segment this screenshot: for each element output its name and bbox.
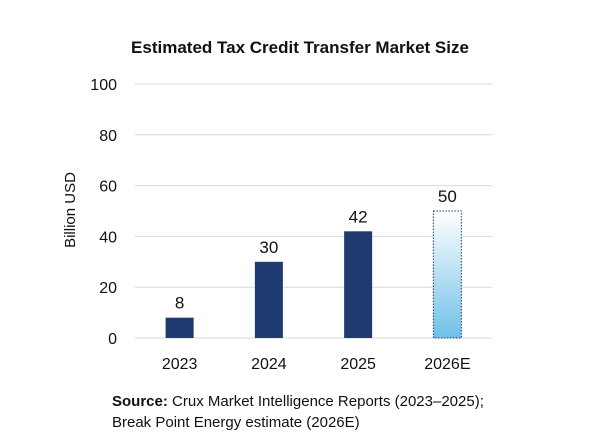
bar-2025 [344,231,373,338]
chart-title: Estimated Tax Credit Transfer Market Siz… [131,38,469,57]
y-tick-label: 0 [108,331,117,348]
y-axis-ticks: 0 20 40 60 80 100 [90,77,117,348]
source-line-1: Crux Market Intelligence Reports (2023–2… [167,393,484,410]
data-label-2023: 8 [175,294,184,313]
y-tick-label: 60 [99,179,117,196]
x-tick-label-2026E: 2026E [424,356,470,373]
source-line-2: Break Point Energy estimate (2026E) [112,414,360,431]
y-tick-label: 80 [99,128,117,145]
data-label-2024: 30 [259,238,278,257]
source-label: Source: [112,393,168,410]
data-label-2026E: 50 [438,187,457,206]
data-label-2025: 42 [349,207,368,226]
bars [165,210,462,339]
bar-2026E [432,210,462,339]
x-tick-label-2023: 2023 [162,356,198,373]
data-labels: 8 30 42 50 [175,187,457,313]
y-tick-label: 100 [90,77,117,94]
x-tick-label-2024: 2024 [251,356,287,373]
y-tick-label: 20 [99,280,117,297]
x-tick-label-2025: 2025 [340,356,376,373]
source-note: Source: Crux Market Intelligence Reports… [112,391,484,433]
bar-2023 [165,317,194,338]
gridlines [135,83,492,339]
y-tick-label: 40 [99,229,117,246]
x-axis-ticks: 2023 2024 2025 2026E [162,356,471,373]
bar-2024 [254,261,283,338]
y-axis-title: Billion USD [62,172,79,248]
